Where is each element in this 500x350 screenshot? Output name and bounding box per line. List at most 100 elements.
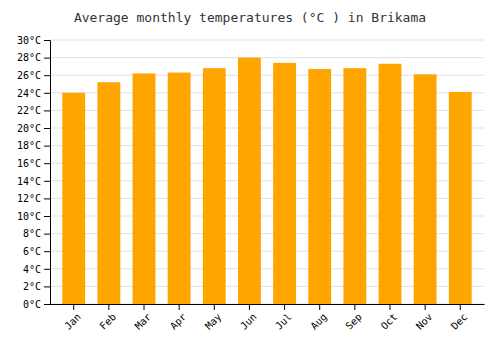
tick: 24°C bbox=[17, 88, 50, 99]
tick-label: 6°C bbox=[23, 246, 41, 257]
tick-mark bbox=[44, 75, 50, 76]
tick-mark bbox=[73, 304, 74, 310]
tick-mark bbox=[389, 304, 390, 310]
tick-label: Apr bbox=[168, 311, 189, 332]
title: Average monthly temperatures (°C ) in Br… bbox=[74, 10, 426, 25]
tick-label: Sep bbox=[343, 311, 364, 332]
tick-mark bbox=[319, 304, 320, 310]
tick-label: 10°C bbox=[17, 211, 41, 222]
bar bbox=[273, 63, 296, 304]
tick-mark bbox=[44, 181, 50, 182]
tick-label: 2°C bbox=[23, 281, 41, 292]
tick: 28°C bbox=[17, 52, 50, 63]
tick-mark bbox=[44, 110, 50, 111]
tick-mark bbox=[354, 304, 355, 310]
tick-label: 16°C bbox=[17, 158, 41, 169]
tick-mark bbox=[425, 304, 426, 310]
tick: 22°C bbox=[17, 105, 50, 116]
bar bbox=[97, 82, 120, 304]
tick-label: 26°C bbox=[17, 70, 41, 81]
bar bbox=[168, 73, 191, 304]
tick: Mar bbox=[133, 304, 154, 332]
tick: Apr bbox=[168, 304, 189, 332]
tick-label: Oct bbox=[379, 311, 400, 332]
plot: 0°C 2°C 4°C 6°C 8°C 10°C 12°C 14°C 16°C 18°C 20°C 2… bbox=[17, 35, 485, 332]
tick: 30°C bbox=[17, 35, 50, 46]
bar bbox=[414, 74, 437, 304]
tick-label: 12°C bbox=[17, 193, 41, 204]
tick: Jan bbox=[62, 304, 83, 332]
tick-mark bbox=[44, 198, 50, 199]
tick: 12°C bbox=[17, 193, 50, 204]
tick-label: 0°C bbox=[23, 299, 41, 310]
tick-mark bbox=[44, 163, 50, 164]
tick-label: Dec bbox=[449, 311, 470, 332]
chart: Average monthly temperatures (°C ) in Br… bbox=[0, 0, 500, 350]
tick-label: Nov bbox=[414, 311, 435, 332]
tick: Oct bbox=[379, 304, 400, 332]
tick-mark bbox=[44, 93, 50, 94]
bar bbox=[308, 69, 331, 304]
tick: Sep bbox=[343, 304, 364, 332]
bar bbox=[343, 68, 366, 304]
tick-mark bbox=[44, 58, 50, 59]
tick: 2°C bbox=[23, 281, 50, 292]
tick-mark bbox=[214, 304, 215, 310]
tick: Jun bbox=[238, 304, 259, 332]
x-axis: Jan Feb Mar Apr May Jun Jul Aug Sep Oct Nov Dec bbox=[51, 304, 485, 332]
tick-mark bbox=[460, 304, 461, 310]
tick: 20°C bbox=[17, 123, 50, 134]
tick: Dec bbox=[449, 304, 470, 332]
bar bbox=[133, 73, 156, 304]
tick-label: 8°C bbox=[23, 228, 41, 239]
grid bbox=[50, 40, 484, 304]
tick-label: Feb bbox=[98, 311, 119, 332]
tick-label: May bbox=[203, 311, 224, 332]
tick-label: 20°C bbox=[17, 123, 41, 134]
tick-label: 30°C bbox=[17, 35, 41, 46]
tick: 0°C bbox=[23, 299, 50, 310]
tick-label: 24°C bbox=[17, 88, 41, 99]
tick-mark bbox=[44, 146, 50, 147]
tick-label: 4°C bbox=[23, 264, 41, 275]
tick-label: Mar bbox=[133, 311, 154, 332]
tick-label: Jul bbox=[273, 311, 294, 332]
tick: Nov bbox=[414, 304, 435, 332]
axis-line bbox=[44, 41, 51, 305]
tick-mark bbox=[284, 304, 285, 310]
bar bbox=[238, 58, 261, 304]
tick-mark bbox=[179, 304, 180, 310]
tick-label: Jun bbox=[238, 311, 259, 332]
tick: 16°C bbox=[17, 158, 50, 169]
tick: 6°C bbox=[23, 246, 50, 257]
bar bbox=[449, 92, 472, 304]
bar bbox=[379, 64, 402, 304]
tick-label: Aug bbox=[308, 311, 329, 332]
tick-mark bbox=[44, 234, 50, 235]
tick: 14°C bbox=[17, 176, 50, 187]
tick-mark bbox=[44, 128, 50, 129]
tick-mark bbox=[144, 304, 145, 310]
tick: May bbox=[203, 304, 224, 332]
tick: 26°C bbox=[17, 70, 50, 81]
tick-label: 14°C bbox=[17, 176, 41, 187]
tick-mark bbox=[44, 304, 50, 305]
tick: Jul bbox=[273, 304, 294, 332]
tick: Aug bbox=[308, 304, 329, 332]
tick-mark bbox=[44, 251, 50, 252]
tick-mark bbox=[44, 269, 50, 270]
bar bbox=[203, 68, 226, 304]
tick-mark bbox=[44, 286, 50, 287]
tick: 10°C bbox=[17, 211, 50, 222]
tick: 18°C bbox=[17, 140, 50, 151]
grid-line bbox=[50, 40, 484, 41]
tick: Feb bbox=[98, 304, 119, 332]
tick-label: 28°C bbox=[17, 52, 41, 63]
y-axis: 0°C 2°C 4°C 6°C 8°C 10°C 12°C 14°C 16°C 18°C 20°C 2… bbox=[17, 35, 51, 310]
tick-mark bbox=[108, 304, 109, 310]
tick-mark bbox=[44, 216, 50, 217]
bar bbox=[62, 93, 85, 304]
grid-line bbox=[50, 57, 484, 58]
tick: 4°C bbox=[23, 264, 50, 275]
tick-label: 22°C bbox=[17, 105, 41, 116]
